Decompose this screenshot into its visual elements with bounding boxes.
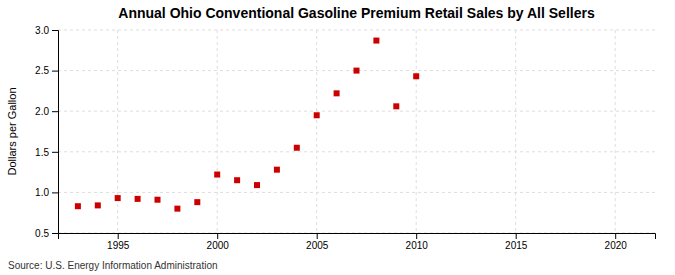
x-axis-tick-mark <box>516 233 517 239</box>
x-axis-line <box>59 234 656 240</box>
points <box>75 38 419 212</box>
x-axis-tick: 2020 <box>605 233 628 251</box>
y-axis-tick-mark <box>52 111 58 112</box>
y-axis: 0.5 1.0 1.5 2.0 2.5 3.0 <box>35 25 58 239</box>
y-axis-tick-label: 2.5 <box>35 65 49 76</box>
point <box>314 112 320 118</box>
y-axis-tick-label: 3.0 <box>35 25 49 36</box>
grid-line-x <box>515 30 516 233</box>
point <box>214 172 220 178</box>
y-axis-tick-label: 0.5 <box>35 228 49 239</box>
y-axis-tick: 2.0 <box>35 106 58 117</box>
x-axis-tick-mark <box>217 233 218 239</box>
point <box>274 167 280 173</box>
x-axis-tick: 2000 <box>207 233 230 251</box>
point <box>174 206 180 212</box>
y-axis-tick-mark <box>52 30 58 31</box>
y-axis-tick: 1.5 <box>35 147 58 158</box>
x-axis-tick-label: 2020 <box>605 240 628 251</box>
point <box>115 195 121 201</box>
y-axis-tick: 2.5 <box>35 65 58 76</box>
x-axis-tick: 2010 <box>406 233 429 251</box>
y-axis-tick-label: 2.0 <box>35 106 49 117</box>
point <box>393 103 399 109</box>
point <box>194 199 200 205</box>
point <box>354 68 360 74</box>
y-axis-tick-mark <box>52 71 58 72</box>
grid-line-y <box>58 30 655 31</box>
grid-line-x <box>217 30 218 233</box>
point <box>254 182 260 188</box>
grid-line-x <box>615 30 616 233</box>
source-note: Source: U.S. Energy Information Administ… <box>8 260 218 271</box>
grid-line-y <box>58 151 655 152</box>
y-axis-tick-mark <box>52 233 58 234</box>
x-axis-tick: 2005 <box>306 233 329 251</box>
point <box>373 38 379 44</box>
grid-line-y <box>58 111 655 112</box>
y-axis-title: Dollars per Gallon <box>6 87 18 175</box>
x-axis-tick-label: 1995 <box>107 240 130 251</box>
x-axis-tick-label: 2015 <box>505 240 528 251</box>
point <box>234 177 240 183</box>
title: Annual Ohio Conventional Gasoline Premiu… <box>118 5 595 21</box>
y-axis-tick-mark <box>52 152 58 153</box>
y-axis-line <box>52 31 59 234</box>
point <box>95 202 101 208</box>
y-axis-tick-mark <box>52 192 58 193</box>
grid-line-x <box>117 30 118 233</box>
point <box>294 145 300 151</box>
x-axis-tick: 1995 <box>107 233 130 251</box>
chart: 1995 2000 2005 2010 2015 2020 0.5 1.0 1.5 2.0 2.5 3… <box>0 0 675 275</box>
grid-line-x <box>416 30 417 233</box>
x-axis-tick-label: 2010 <box>406 240 429 251</box>
y-axis-tick: 0.5 <box>35 228 58 239</box>
x-axis: 1995 2000 2005 2010 2015 2020 <box>59 233 656 251</box>
x-axis-tick-label: 2005 <box>306 240 329 251</box>
y-axis-tick-label: 1.5 <box>35 147 49 158</box>
point <box>155 197 161 203</box>
point <box>75 203 81 209</box>
grid-line-y <box>58 192 655 193</box>
x-axis-tick-label: 2000 <box>207 240 230 251</box>
y-axis-tick: 3.0 <box>35 25 58 36</box>
x-axis-tick-mark <box>416 233 417 239</box>
x-axis-tick: 2015 <box>505 233 528 251</box>
point <box>334 90 340 96</box>
point <box>135 196 141 202</box>
x-axis-tick-mark <box>317 233 318 239</box>
y-axis-tick: 1.0 <box>35 187 58 198</box>
x-axis-tick-mark <box>615 233 616 239</box>
plot: 1995 2000 2005 2010 2015 2020 0.5 1.0 1.5 2.0 2.5 3… <box>35 25 655 251</box>
y-axis-tick-label: 1.0 <box>35 187 49 198</box>
point <box>413 73 419 79</box>
x-axis-tick-mark <box>118 233 119 239</box>
grid-line-x <box>316 30 317 233</box>
grid <box>58 30 655 233</box>
